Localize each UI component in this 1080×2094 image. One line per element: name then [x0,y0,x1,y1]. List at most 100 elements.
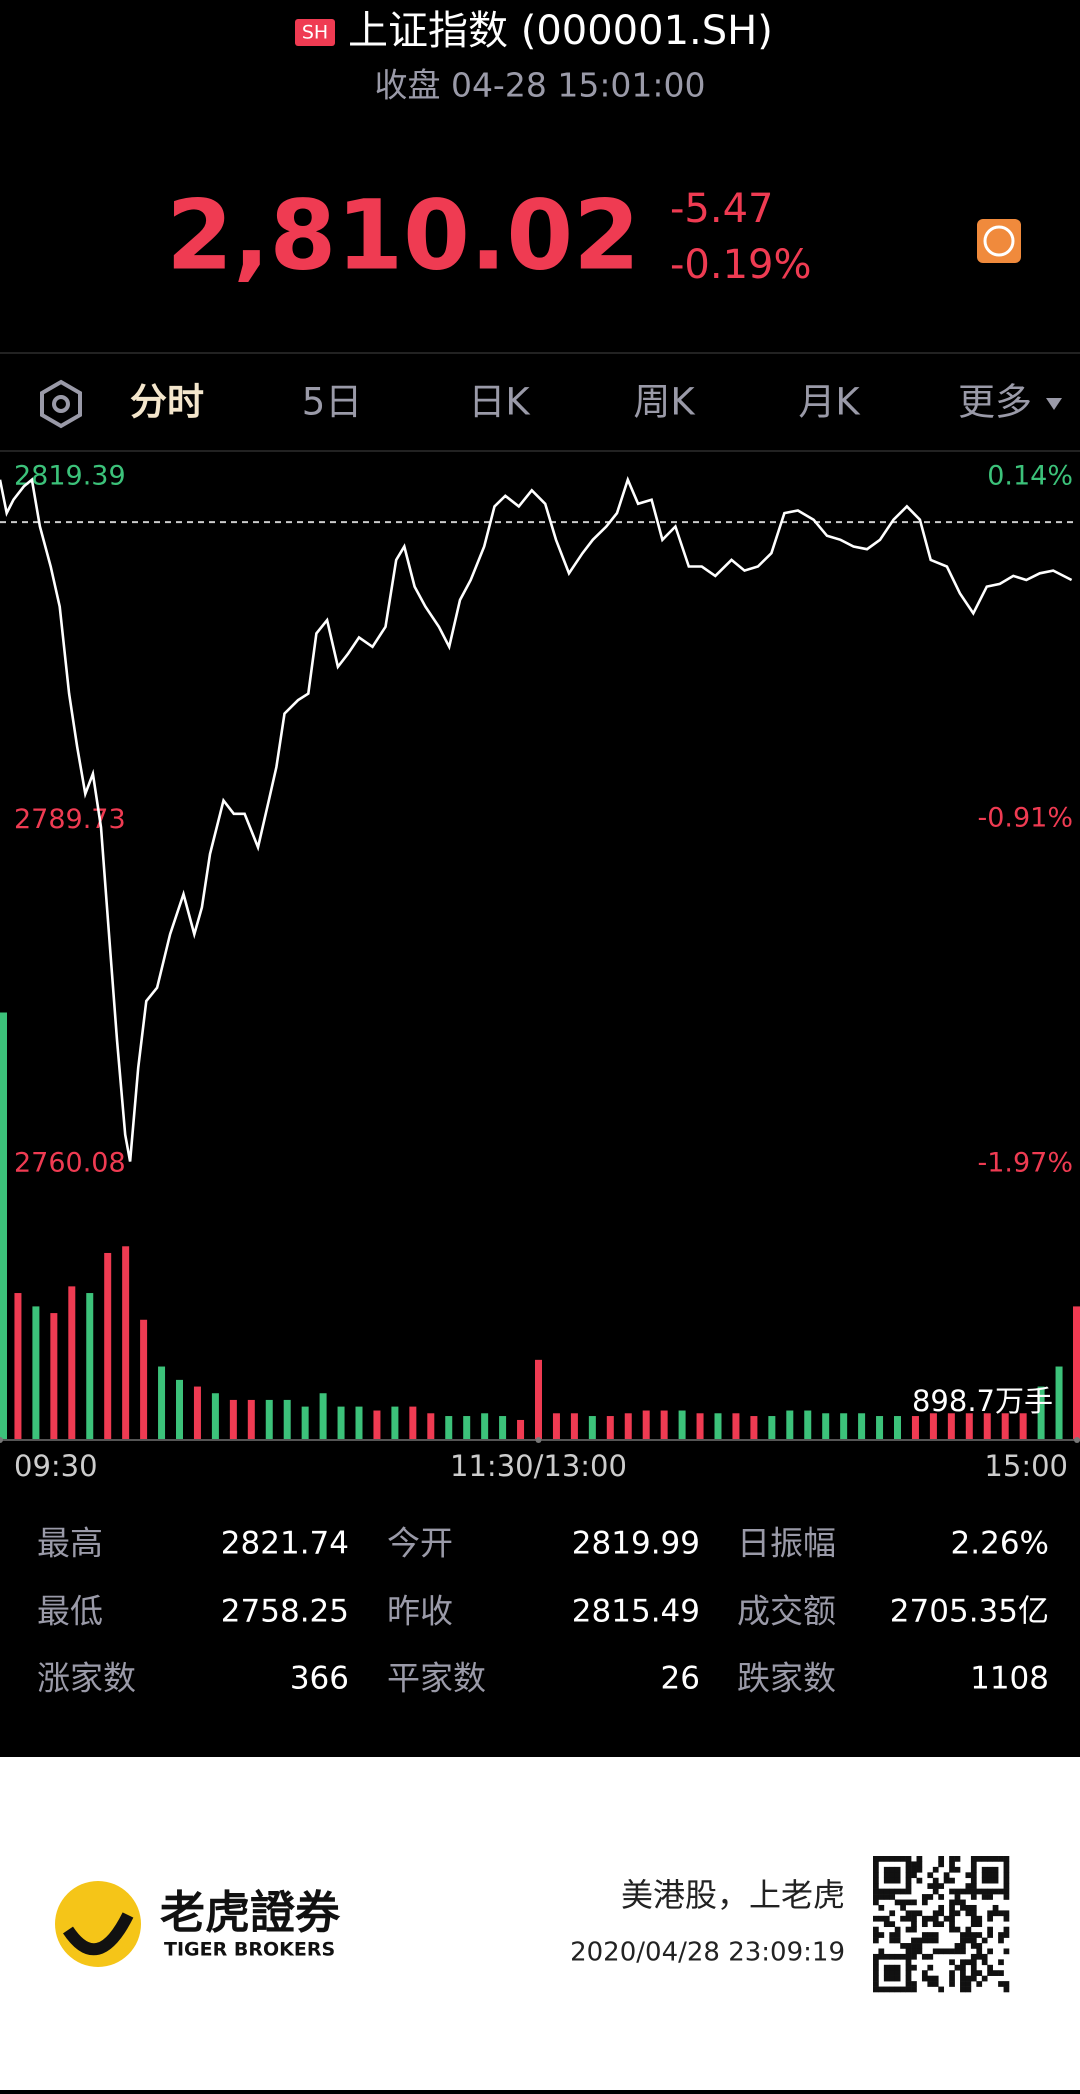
stat-value: 26 [661,1661,700,1697]
volume-bar [822,1413,830,1440]
qr-cell [911,1872,917,1879]
qr-cell [873,1899,879,1906]
volume-bar [122,1246,130,1440]
tab[interactable]: 更多 [958,381,1032,424]
qr-cell [1003,1932,1010,1938]
qr-cell [905,1975,912,1982]
qr-cell [905,1981,912,1987]
volume-bar [535,1359,542,1440]
qr-cell [878,1953,885,1960]
volume-bar [140,1319,148,1440]
volume-bar [319,1393,327,1440]
qr-cell [987,1970,993,1976]
qr-cell [873,1888,879,1895]
qr-cell [965,1872,972,1879]
qr-cell [894,1877,901,1884]
qr-cell [873,1964,879,1971]
status: 收盘 04-28 15:01:00 [374,66,705,105]
qr-cell [970,1943,977,1949]
stat-value: 2819.99 [572,1526,700,1562]
qr-cell [938,1904,945,1911]
qr-cell [873,1915,879,1922]
qr-cell [905,1943,912,1949]
stat-label: 平家数 [387,1659,486,1698]
stat-label: 今开 [387,1524,453,1563]
qr-cell [911,1866,917,1873]
settings-icon[interactable] [40,379,82,429]
volume-bar [265,1399,273,1440]
volume-bar [929,1413,937,1440]
qr-cell [976,1948,983,1955]
qr-cell [987,1926,993,1933]
qr-cell [921,1932,928,1938]
qr-cell [883,1866,890,1873]
qr-cell [987,1964,993,1971]
background [0,0,1080,1757]
qr-cell [981,1953,988,1960]
stat-value: 2821.74 [221,1526,349,1562]
qr-cell [954,1943,961,1949]
qr-cell [916,1937,923,1944]
qr-cell [878,1948,885,1955]
qr-cell [883,1964,890,1971]
qr-cell [970,1959,977,1966]
volume-bar [463,1416,471,1440]
volume-bar [86,1293,94,1440]
qr-cell [932,1910,939,1917]
volume-bar [678,1410,686,1440]
qr-cell [970,1975,977,1982]
tab[interactable]: 周K [633,381,696,424]
qr-cell [987,1866,993,1873]
qr-cell [889,1975,896,1982]
qr-cell [976,1915,983,1922]
qr-code [873,1856,1010,1993]
qr-cell [987,1948,993,1955]
tab[interactable]: 5日 [302,381,363,424]
qr-cell [889,1877,896,1884]
qr-cell [976,1970,983,1976]
x-tick [0,1437,3,1443]
qr-cell [883,1953,890,1960]
tab[interactable]: 日K [468,381,531,424]
x-tick-label: 11:30/13:00 [450,1449,627,1483]
qr-cell [889,1986,896,1993]
volume-bar [714,1413,722,1440]
qr-cell [927,1883,934,1889]
icon[interactable] [977,219,1021,263]
qr-cell [883,1877,890,1884]
qr-cell [878,1932,885,1938]
volume-bar [840,1413,848,1440]
tab[interactable]: 分时 [130,381,204,424]
volume-bar [947,1413,955,1440]
x-tick-label: 15:00 [984,1449,1068,1483]
footer-bg [0,1757,1080,2090]
qr-cell [954,1894,961,1900]
qr-cell [911,1986,917,1993]
qr-cell [873,1872,879,1879]
qr-cell [905,1953,912,1960]
qr-cell [878,1986,885,1993]
slogan: 美港股，上老虎 [621,1876,845,1914]
qr-cell [932,1981,939,1987]
volume-bar [301,1406,309,1440]
y2-tick-label: -1.97% [977,1148,1073,1179]
tab[interactable]: 月K [798,381,861,424]
qr-cell [949,1861,955,1868]
qr-cell [992,1904,999,1911]
qr-cell [883,1915,890,1922]
volume-bar [588,1416,596,1440]
qr-cell [894,1899,901,1906]
qr-cell [883,1986,890,1993]
qr-cell [960,1981,966,1987]
stat-label: 昨收 [387,1592,453,1631]
qr-cell [970,1872,977,1879]
qr-cell [889,1866,896,1873]
qr-cell [954,1926,961,1933]
volume-bar [876,1416,884,1440]
stat-value: 2815.49 [572,1594,700,1630]
qr-cell [987,1877,993,1884]
y2-tick-label: 0.14% [987,461,1073,492]
qr-cell [911,1921,917,1928]
